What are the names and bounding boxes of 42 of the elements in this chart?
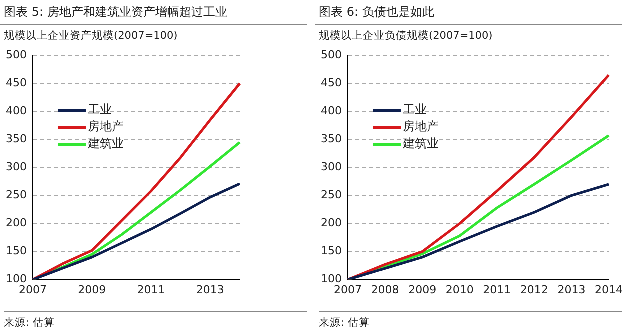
x-tick-label: 2011 bbox=[137, 283, 166, 296]
y-tick-label: 350 bbox=[320, 132, 342, 146]
y-tick-label: 100 bbox=[6, 272, 27, 286]
chart-title: 图表 5: 房地产和建筑业资产增幅超过工业 bbox=[0, 0, 307, 25]
y-tick-label: 150 bbox=[320, 244, 342, 258]
y-tick-label: 450 bbox=[6, 76, 27, 90]
y-tick-label: 250 bbox=[6, 188, 27, 202]
y-tick-label: 250 bbox=[320, 188, 342, 202]
x-tick-label: 2007 bbox=[334, 283, 362, 296]
legend-label: 工业 bbox=[88, 102, 112, 117]
y-tick-label: 150 bbox=[6, 244, 27, 258]
x-tick-label: 2011 bbox=[483, 283, 512, 296]
y-tick-label: 450 bbox=[320, 76, 342, 90]
y-tick-label: 200 bbox=[320, 216, 342, 230]
source-note: 来源: 估算 bbox=[4, 311, 307, 330]
x-tick-label: 2012 bbox=[520, 283, 548, 296]
x-tick-label: 2013 bbox=[196, 283, 224, 296]
y-tick-label: 400 bbox=[6, 104, 27, 118]
y-axis-title: 规模以上企业资产规模(2007=100) bbox=[3, 29, 179, 43]
y-tick-label: 500 bbox=[320, 48, 342, 62]
legend-label: 建筑业 bbox=[402, 136, 439, 151]
legend-label: 房地产 bbox=[88, 120, 124, 134]
y-tick-label: 300 bbox=[6, 160, 27, 174]
x-tick-label: 2014 bbox=[595, 283, 624, 296]
y-axis-title: 规模以上企业负债规模(2007=100) bbox=[318, 29, 494, 43]
x-tick-label: 2008 bbox=[371, 283, 400, 296]
legend-label: 工业 bbox=[402, 102, 427, 117]
chart-title: 图表 6: 负债也是如此 bbox=[315, 0, 622, 25]
x-tick-label: 2009 bbox=[78, 283, 106, 296]
x-tick-label: 2007 bbox=[18, 283, 47, 296]
legend-label: 建筑业 bbox=[86, 136, 124, 151]
source-note: 来源: 估算 bbox=[319, 311, 622, 330]
y-tick-label: 500 bbox=[6, 48, 27, 62]
x-tick-label: 2010 bbox=[446, 283, 474, 296]
legend-label: 房地产 bbox=[402, 120, 439, 134]
y-tick-label: 300 bbox=[320, 160, 342, 174]
y-tick-label: 200 bbox=[6, 216, 27, 230]
y-tick-label: 400 bbox=[320, 104, 342, 118]
x-tick-label: 2009 bbox=[408, 283, 437, 296]
y-tick-label: 350 bbox=[6, 132, 27, 146]
y-tick-label: 100 bbox=[320, 272, 342, 286]
x-tick-label: 2013 bbox=[558, 283, 586, 296]
